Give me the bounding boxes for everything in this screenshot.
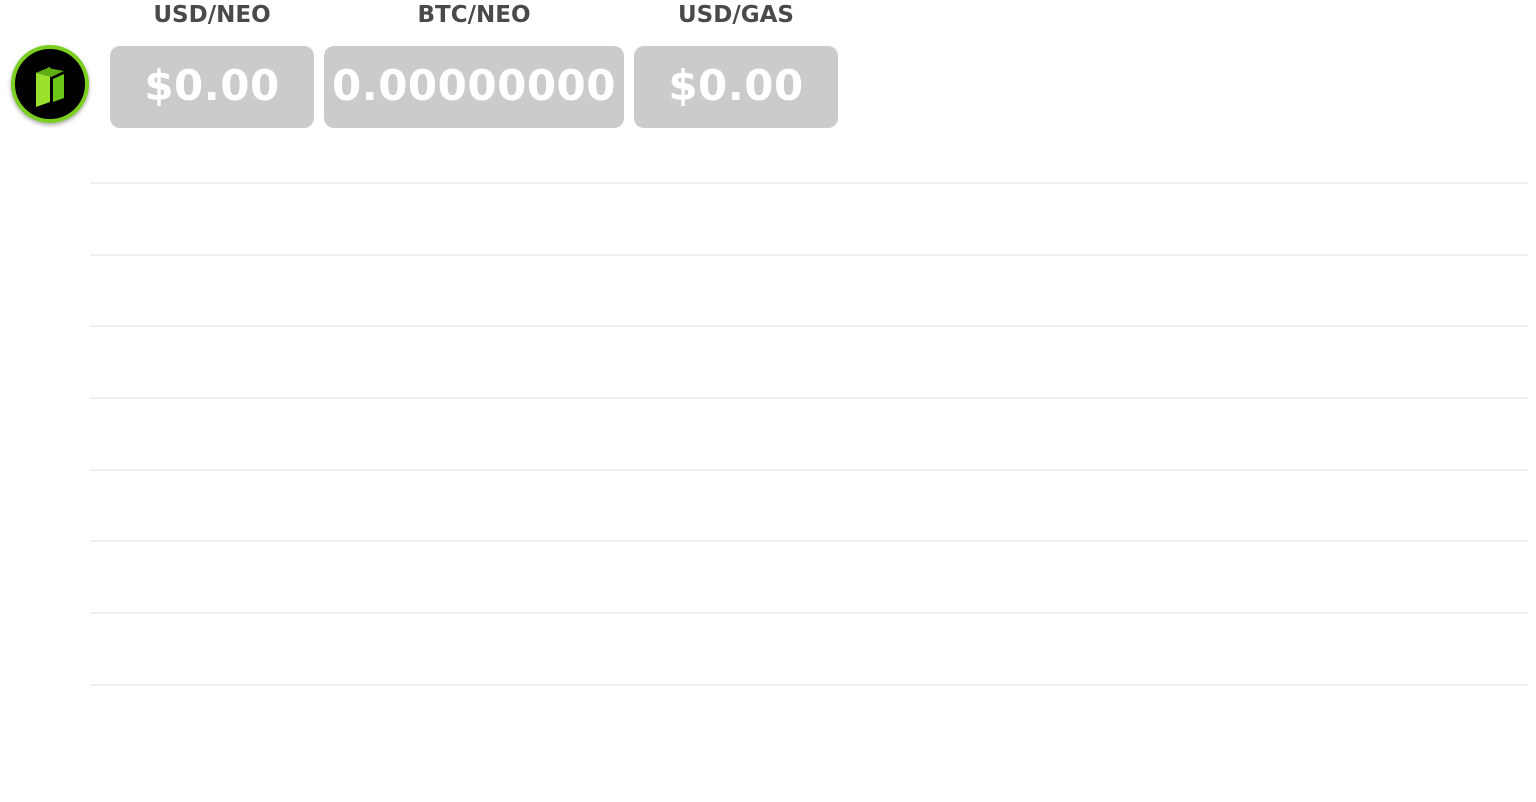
- chart-grid: [90, 0, 1528, 802]
- gridline: [90, 397, 1528, 399]
- gridline: [90, 182, 1528, 184]
- neo-cube-icon: [15, 49, 85, 119]
- gridline: [90, 612, 1528, 614]
- gridline: [90, 325, 1528, 327]
- gridline: [90, 684, 1528, 686]
- neo-logo-icon[interactable]: [11, 45, 89, 123]
- gridline: [90, 469, 1528, 471]
- gridline: [90, 254, 1528, 256]
- gridline: [90, 540, 1528, 542]
